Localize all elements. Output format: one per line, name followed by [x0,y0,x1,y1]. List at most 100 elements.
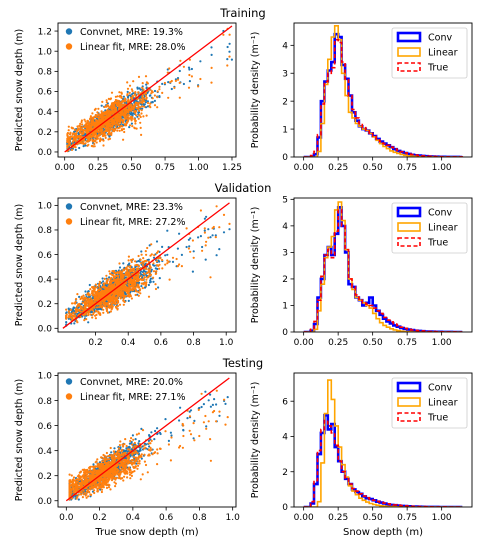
x-tick-label: 0.50 [363,163,383,173]
convnet-point [167,81,170,84]
linear-point [107,126,110,129]
legend-label: Conv [428,33,452,44]
linear-point [105,105,108,108]
x-tick-label: 0.00 [55,163,75,173]
convnet-point [131,112,134,115]
linear-point [113,120,116,123]
convnet-point [164,254,167,257]
legend-label: Linear fit, MRE: 27.2% [80,217,186,228]
convnet-point [142,269,145,272]
linear-point [105,307,108,310]
linear-point [88,135,91,138]
linear-point [215,205,218,208]
linear-point [112,284,115,287]
convnet-point [188,68,191,71]
linear-point [188,73,191,77]
linear-point [178,96,181,99]
linear-point [131,258,135,261]
convnet-point [128,262,131,265]
linear-point [97,297,100,300]
linear-point [137,274,140,277]
linear-point [81,307,84,311]
linear-point [119,296,122,299]
linear-point [95,129,98,132]
linear-point [126,117,129,120]
linear-point [127,271,130,275]
linear-point [71,127,74,130]
linear-point [80,129,83,132]
linear-point [114,118,117,121]
linear-point [105,287,108,290]
linear-point [138,101,141,104]
linear-point [126,87,130,90]
convnet-point [100,281,103,284]
convnet-point [222,231,226,234]
linear-point [121,275,124,278]
linear-point [144,250,147,253]
convnet-point [228,228,231,231]
linear-point [113,130,116,133]
linear-point [158,263,161,266]
linear-point [144,75,148,78]
linear-point [108,270,111,273]
linear-point [178,81,181,84]
y-tick-label: 0 [282,328,288,338]
x-tick-label: 1.00 [189,163,209,173]
linear-point [137,294,140,297]
convnet-point [88,283,91,287]
linear-point [126,93,129,96]
linear-point [222,33,225,36]
linear-point [109,105,112,108]
linear-point [103,285,107,289]
axes-frame [293,22,473,158]
linear-point [93,306,96,309]
linear-point [192,256,195,259]
linear-point [131,89,134,93]
linear-point [94,107,97,110]
linear-point [132,267,135,270]
linear-point [118,262,121,265]
convnet-point [137,111,141,114]
linear-point [139,98,142,101]
x-tick-label: 0.25 [328,338,348,348]
linear-point [119,279,122,282]
linear-point [158,85,161,88]
linear-point [65,314,68,317]
linear-point [140,262,143,265]
linear-point [144,267,147,270]
linear-point [116,119,119,122]
linear-point [111,273,115,277]
linear-point [139,288,142,291]
linear-point [88,124,91,127]
linear-point [148,88,151,91]
linear-point [71,302,74,305]
linear-point [97,288,100,292]
linear-point [154,287,158,291]
linear-point [119,121,122,124]
linear-point [84,120,87,123]
linear-point [102,311,105,314]
linear-point [118,303,122,306]
convnet-point [228,42,231,45]
linear-point [116,277,119,280]
convnet-point [180,253,183,256]
convnet-point [226,58,229,61]
linear-point [94,114,97,117]
linear-point [89,134,92,137]
linear-point [207,236,210,239]
linear-point [135,114,138,117]
linear-point [89,115,92,118]
linear-point [110,103,114,106]
linear-point [70,148,74,151]
convnet-point [204,258,207,261]
linear-point [119,94,122,97]
linear-point [110,133,113,136]
linear-point [68,141,71,144]
linear-point [134,264,137,267]
linear-point [89,288,92,291]
linear-point [130,297,133,300]
linear-point [85,129,88,132]
linear-point [137,265,140,268]
linear-point [131,289,134,292]
linear-point [104,117,107,120]
